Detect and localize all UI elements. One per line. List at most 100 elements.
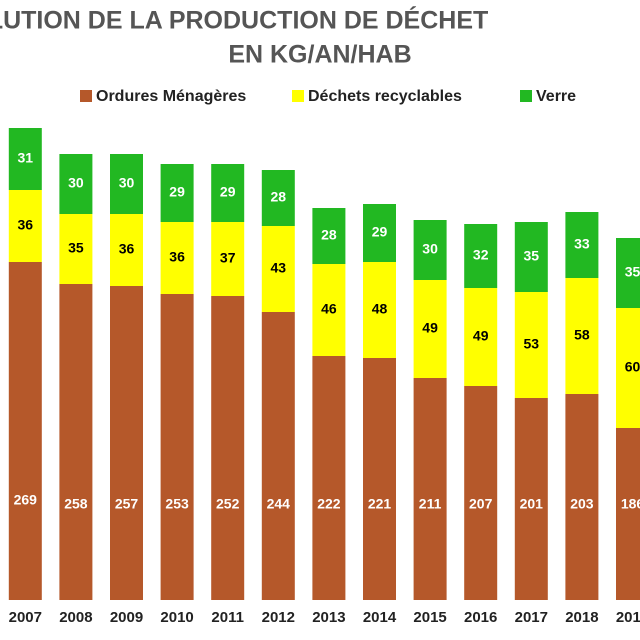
bar-segment (261, 312, 295, 600)
x-tick-label: 2012 (262, 609, 295, 626)
value-label: 35 (524, 248, 540, 264)
value-label: 48 (372, 301, 388, 317)
bar-segment (59, 154, 93, 214)
x-tick-label: 2016 (464, 609, 497, 626)
bar-segment (110, 286, 143, 600)
legend-swatch (520, 90, 532, 102)
value-label: 37 (220, 250, 236, 266)
bar-segment (565, 278, 599, 394)
x-tick-label: 2008 (59, 609, 92, 626)
x-tick-label: 2019 (616, 609, 640, 626)
bar-segment (160, 222, 194, 294)
chart-title: EN KG/AN/HAB (228, 41, 411, 69)
x-tick-label: 2017 (515, 609, 548, 626)
bar-segment (514, 398, 548, 600)
value-label: 211 (419, 496, 442, 512)
value-label: 35 (625, 264, 640, 280)
bar-segment (514, 222, 548, 292)
value-label: 33 (574, 236, 590, 252)
bar-segment (413, 220, 447, 280)
legend-label: Déchets recyclables (308, 88, 462, 105)
value-label: 269 (14, 492, 38, 508)
bar-segment (312, 208, 346, 264)
bar-segment (8, 190, 42, 262)
value-label: 28 (321, 227, 337, 243)
bar-segment (8, 262, 42, 600)
value-label: 29 (169, 184, 185, 200)
plot-area (8, 128, 640, 600)
value-label: 30 (119, 175, 135, 191)
legend-label: Ordures Ménagères (96, 88, 246, 105)
legend-swatch (80, 90, 92, 102)
legend-swatch (292, 90, 304, 102)
value-label: 36 (119, 241, 135, 257)
x-tick-label: 2018 (565, 609, 598, 626)
bar-segment (565, 394, 599, 600)
bar-segment (464, 386, 498, 600)
x-tick-label: 2011 (211, 609, 244, 626)
value-label: 31 (18, 150, 34, 166)
value-label: 36 (169, 249, 185, 265)
bar-segment (363, 204, 396, 262)
bar-segment (110, 214, 143, 286)
value-label: 29 (220, 184, 236, 200)
x-tick-label: 2013 (312, 609, 345, 626)
x-tick-label: 2010 (160, 609, 193, 626)
value-label: 207 (469, 496, 493, 512)
value-label: 186 (621, 496, 640, 512)
value-label: 253 (165, 496, 189, 512)
value-label: 32 (473, 247, 489, 263)
value-label: 53 (524, 336, 540, 352)
value-label: 30 (422, 241, 438, 257)
bar-segment (363, 262, 396, 358)
value-label: 35 (68, 240, 84, 256)
bar-segment (363, 358, 396, 600)
value-label: 201 (520, 496, 544, 512)
bar-segment (565, 212, 599, 278)
bar-segment (211, 222, 245, 296)
bar-segment (160, 294, 194, 600)
value-label: 222 (317, 496, 341, 512)
x-tick-label: 2009 (110, 609, 143, 626)
value-label: 252 (216, 496, 240, 512)
x-tick-label: 2007 (9, 609, 42, 626)
value-label: 29 (372, 224, 388, 240)
chart-title: VOLUTION DE LA PRODUCTION DE DÉCHET (0, 6, 488, 35)
bar-segment (160, 164, 194, 222)
bar-segment (211, 296, 245, 600)
value-label: 46 (321, 301, 337, 317)
value-label: 257 (115, 496, 139, 512)
bar-segment (413, 378, 447, 600)
bar-segment (312, 356, 346, 600)
value-label: 49 (422, 320, 438, 336)
bar-segment (261, 226, 295, 312)
value-label: 30 (68, 175, 84, 191)
bar-segment (8, 128, 42, 190)
bar-segment (413, 280, 447, 378)
bar-segment (59, 284, 93, 600)
bar-segment (211, 164, 245, 222)
value-label: 221 (368, 496, 392, 512)
value-label: 49 (473, 328, 489, 344)
bar-segment (464, 224, 498, 288)
legend-label: Verre (536, 88, 576, 105)
x-tick-label: 2015 (413, 609, 446, 626)
bar-segment (59, 214, 93, 284)
bar-segment (514, 292, 548, 398)
bar-segment (261, 170, 295, 226)
bar-segment (110, 154, 143, 214)
value-label: 258 (64, 496, 88, 512)
value-label: 60 (625, 359, 640, 375)
bar-segment (616, 308, 640, 428)
x-tick-label: 2014 (363, 609, 397, 626)
value-label: 36 (18, 217, 34, 233)
bar-segment (312, 264, 346, 356)
bar-segment (464, 288, 498, 386)
value-label: 203 (570, 496, 594, 512)
bar-segment (616, 428, 640, 600)
value-label: 58 (574, 327, 590, 343)
value-label: 43 (271, 260, 287, 276)
value-label: 244 (267, 496, 291, 512)
value-label: 28 (271, 189, 287, 205)
